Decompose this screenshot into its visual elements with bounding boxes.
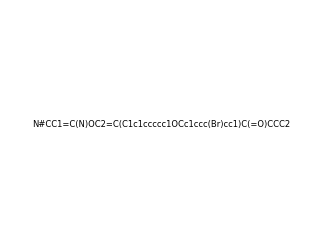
Text: N#CC1=C(N)OC2=C(C1c1ccccc1OCc1ccc(Br)cc1)C(=O)CCC2: N#CC1=C(N)OC2=C(C1c1ccccc1OCc1ccc(Br)cc1…: [32, 120, 290, 129]
